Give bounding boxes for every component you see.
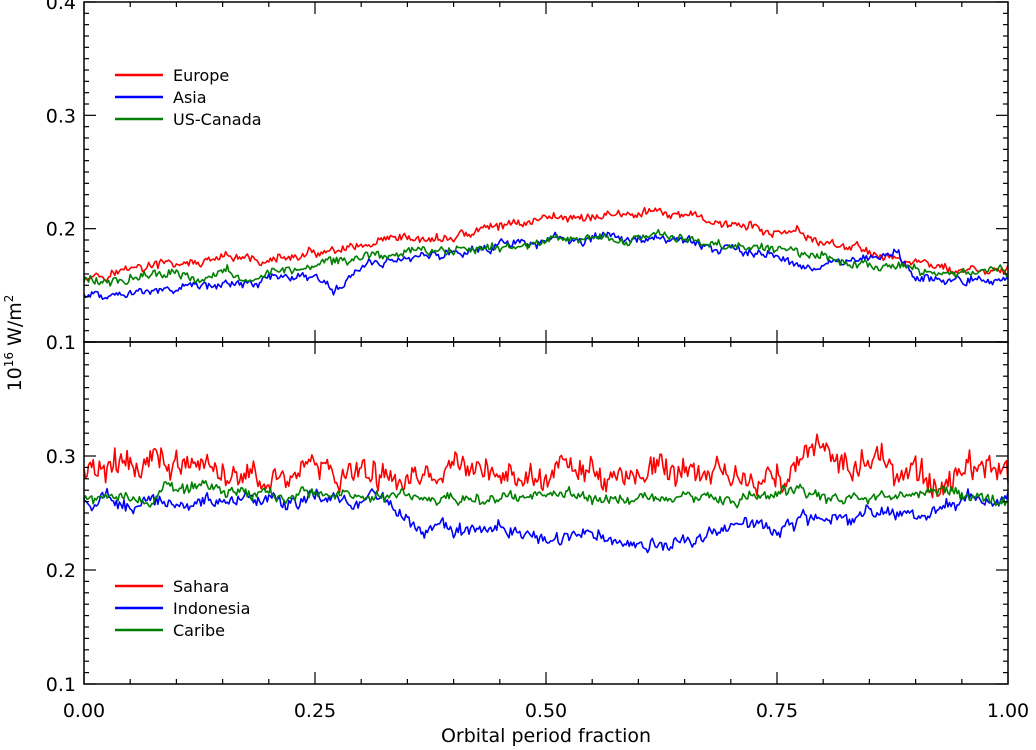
y-tick-label: 0.1 bbox=[46, 674, 76, 696]
y-axis-title-exponent: 16 bbox=[2, 352, 16, 367]
x-tick-label: 1.00 bbox=[987, 700, 1029, 722]
panel-top: 0.1 0.2 0.3 0.4 Europe Asia US-Canada bbox=[46, 0, 1009, 354]
y-tick-label: 0.3 bbox=[46, 446, 76, 468]
panel-bottom: 0.1 0.2 0.3 Sahara Indonesia Caribe bbox=[46, 341, 1009, 696]
bottom-ticks: 0.1 0.2 0.3 bbox=[46, 341, 1009, 696]
x-tick-label: 0.00 bbox=[63, 700, 105, 722]
y-axis-title-base: 10 bbox=[4, 367, 26, 391]
y-tick-label: 0.3 bbox=[46, 105, 76, 127]
series-line-sahara bbox=[83, 433, 1009, 499]
x-tick-label: 0.50 bbox=[525, 700, 567, 722]
top-series-group bbox=[83, 206, 1009, 301]
y-tick-label: 0.2 bbox=[46, 219, 76, 241]
y-tick-label: 0.2 bbox=[46, 560, 76, 582]
top-ticks: 0.1 0.2 0.3 0.4 bbox=[46, 0, 1009, 354]
series-line-caribe bbox=[83, 479, 1009, 509]
legend-label: Asia bbox=[173, 88, 207, 107]
bottom-series-group bbox=[83, 433, 1009, 554]
legend-label: Sahara bbox=[173, 577, 229, 596]
x-axis: Orbital period fraction 0.00 0.25 0.50 0.75… bbox=[63, 700, 1029, 747]
top-plot-frame bbox=[83, 1, 1009, 343]
y-axis-title-unit-exponent: 2 bbox=[2, 295, 16, 303]
legend-label: Caribe bbox=[173, 621, 225, 640]
series-line-indonesia bbox=[83, 487, 1009, 554]
x-axis-title: Orbital period fraction bbox=[441, 725, 651, 747]
legend-label: Europe bbox=[173, 66, 229, 85]
series-line-europe bbox=[83, 206, 1009, 282]
series-line-us-canada bbox=[83, 228, 1009, 287]
legend-label: Indonesia bbox=[173, 599, 250, 618]
y-axis-title: 1016 W/m2 bbox=[2, 295, 26, 392]
legend-label: US-Canada bbox=[173, 110, 262, 129]
top-legend: Europe Asia US-Canada bbox=[115, 66, 262, 129]
x-tick-label: 0.25 bbox=[294, 700, 336, 722]
y-axis-title-unit: W/m bbox=[4, 302, 26, 352]
y-tick-label: 0.1 bbox=[46, 332, 76, 354]
bottom-legend: Sahara Indonesia Caribe bbox=[115, 577, 250, 640]
x-tick-label: 0.75 bbox=[756, 700, 798, 722]
y-tick-label: 0.4 bbox=[46, 0, 76, 14]
